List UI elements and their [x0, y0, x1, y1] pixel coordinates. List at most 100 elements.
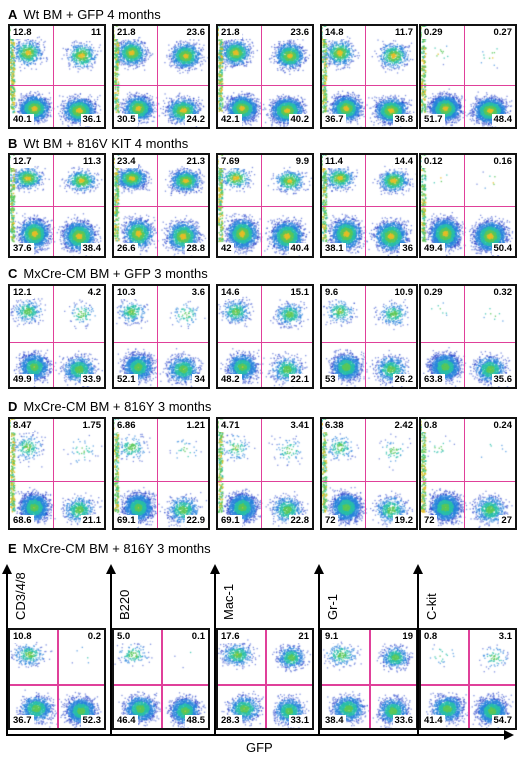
quadrant-gate-horizontal	[421, 341, 515, 343]
quadrant-label-ul: 10.3	[115, 287, 138, 299]
quadrant-label-ul: 21.8	[219, 27, 242, 39]
quadrant-label-ll: 69.1	[219, 515, 242, 527]
facs-plot-e3: 17.6 21 28.3 33.1	[216, 628, 314, 730]
quadrant-gate-horizontal	[218, 205, 312, 207]
quadrant-label-ul: 12.7	[11, 156, 34, 168]
quadrant-label-ul: 7.69	[219, 156, 242, 168]
panel-d-label: MxCre-CM BM + 816Y 3 months	[23, 399, 212, 414]
quadrant-label-ll: 42.1	[219, 114, 242, 126]
quadrant-label-ur: 19	[400, 631, 415, 643]
quadrant-label-lr: 26.2	[392, 374, 415, 386]
quadrant-gate-vertical	[464, 26, 466, 127]
quadrant-label-ur: 10.9	[392, 287, 415, 299]
quadrant-label-ur: 11.7	[393, 27, 415, 39]
quadrant-label-lr: 28.8	[184, 243, 207, 255]
quadrant-label-ul: 9.1	[323, 631, 341, 643]
y-axis-line	[6, 572, 8, 736]
facs-plot-e2: 5.0 0.1 46.4 48.5	[112, 628, 210, 730]
y-axis-label: CD3/4/8	[13, 572, 28, 620]
quadrant-label-ur: 3.41	[288, 420, 311, 432]
quadrant-label-lr: 19.2	[392, 515, 415, 527]
quadrant-gate-vertical	[265, 630, 267, 728]
quadrant-label-ul: 0.8	[422, 420, 440, 432]
quadrant-label-ul: 0.29	[422, 287, 445, 299]
y-axis-arrow	[314, 564, 324, 574]
panel-a-label: Wt BM + GFP 4 months	[23, 7, 161, 22]
panel-b-letter: B	[8, 136, 18, 151]
quadrant-label-ll: 72	[422, 515, 437, 527]
quadrant-label-ur: 0.1	[189, 631, 207, 643]
quadrant-gate-vertical	[261, 419, 263, 528]
quadrant-gate-horizontal	[114, 341, 208, 343]
panel-a-title: A Wt BM + GFP 4 months	[8, 7, 161, 22]
facs-density-dots	[114, 286, 208, 387]
facs-plot-a1: 12.8 11 40.1 36.1	[8, 24, 106, 129]
quadrant-label-ur: 14.4	[392, 156, 415, 168]
quadrant-gate-horizontal	[114, 84, 208, 86]
facs-plot-e5: 0.8 3.1 41.4 54.7	[419, 628, 517, 730]
quadrant-gate-horizontal	[421, 683, 515, 686]
quadrant-label-ur: 1.75	[80, 420, 103, 432]
facs-plot-b1: 12.7 11.3 37.6 38.4	[8, 153, 106, 258]
quadrant-gate-vertical	[161, 630, 163, 728]
facs-density-dots	[218, 419, 312, 528]
quadrant-label-ur: 23.6	[288, 27, 311, 39]
facs-plot-c4: 9.6 10.9 53 26.2	[320, 284, 418, 389]
quadrant-label-lr: 22.1	[288, 374, 311, 386]
quadrant-label-lr: 36.8	[392, 114, 415, 126]
facs-density-dots	[322, 26, 416, 127]
quadrant-label-lr: 48.4	[491, 114, 514, 126]
y-axis-arrow	[2, 564, 12, 574]
quadrant-gate-horizontal	[114, 205, 208, 207]
quadrant-label-ll: 72	[323, 515, 338, 527]
quadrant-label-ll: 38.4	[323, 715, 346, 727]
panel-d-letter: D	[8, 399, 18, 414]
y-axis-arrow	[210, 564, 220, 574]
facs-plot-b2: 23.4 21.3 26.6 28.8	[112, 153, 210, 258]
quadrant-label-ul: 12.1	[11, 287, 34, 299]
facs-plot-e4: 9.1 19 38.4 33.6	[320, 628, 418, 730]
quadrant-label-ur: 0.32	[491, 287, 514, 299]
panel-e-label: MxCre-CM BM + 816Y 3 months	[22, 541, 211, 556]
quadrant-label-ul: 21.8	[115, 27, 138, 39]
quadrant-label-ll: 30.5	[115, 114, 138, 126]
facs-density-dots	[421, 286, 515, 387]
quadrant-label-ul: 4.71	[219, 420, 242, 432]
facs-plot-d5: 0.8 0.24 72 27	[419, 417, 517, 530]
quadrant-label-ll: 36.7	[11, 715, 34, 727]
quadrant-label-ul: 6.86	[115, 420, 138, 432]
quadrant-gate-horizontal	[322, 481, 416, 483]
panel-c-label: MxCre-CM BM + GFP 3 months	[23, 266, 208, 281]
facs-plot-c3: 14.6 15.1 48.2 22.1	[216, 284, 314, 389]
facs-density-dots	[10, 286, 104, 387]
facs-density-dots	[114, 419, 208, 528]
facs-density-dots	[10, 419, 104, 528]
quadrant-label-ul: 17.6	[219, 631, 242, 643]
quadrant-label-ur: 0.27	[491, 27, 514, 39]
y-axis-label: Gr-1	[325, 594, 340, 620]
quadrant-label-ul: 8.47	[11, 420, 34, 432]
facs-plot-a3: 21.8 23.6 42.1 40.2	[216, 24, 314, 129]
quadrant-gate-horizontal	[421, 481, 515, 483]
quadrant-gate-horizontal	[421, 84, 515, 86]
facs-density-dots	[322, 419, 416, 528]
quadrant-label-ll: 68.6	[11, 515, 34, 527]
quadrant-label-ll: 40.1	[11, 114, 34, 126]
quadrant-label-lr: 35.6	[491, 374, 514, 386]
quadrant-label-ll: 49.4	[422, 243, 445, 255]
quadrant-gate-horizontal	[114, 481, 208, 483]
quadrant-label-lr: 52.3	[80, 715, 103, 727]
quadrant-label-ur: 23.6	[184, 27, 207, 39]
quadrant-gate-horizontal	[10, 341, 104, 343]
quadrant-label-ur: 3.1	[496, 631, 514, 643]
quadrant-gate-vertical	[53, 286, 55, 387]
quadrant-label-ur: 21.3	[184, 156, 207, 168]
quadrant-label-ll: 26.6	[115, 243, 138, 255]
y-axis-label: Mac-1	[221, 583, 236, 620]
quadrant-label-ur: 15.1	[288, 287, 311, 299]
quadrant-label-lr: 50.4	[491, 243, 514, 255]
quadrant-gate-horizontal	[10, 205, 104, 207]
quadrant-label-lr: 34	[192, 374, 207, 386]
panel-c-title: C MxCre-CM BM + GFP 3 months	[8, 266, 208, 281]
facs-plot-a2: 21.8 23.6 30.5 24.2	[112, 24, 210, 129]
